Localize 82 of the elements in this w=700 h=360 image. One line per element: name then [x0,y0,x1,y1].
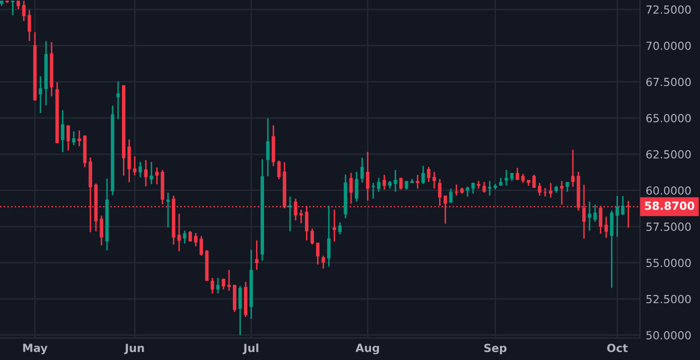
candlestick [288,196,292,232]
x-tick-label: Sep [484,344,506,354]
candlestick [166,192,170,228]
candlestick [78,130,82,147]
candlestick [60,110,64,153]
candlestick [66,124,70,152]
candlestick [366,151,370,202]
candlestick [277,160,281,180]
candlestick [332,209,336,242]
y-tick-label: 65.0000 [646,114,691,122]
candlestick [382,174,386,190]
candlestick [616,195,619,238]
candlestick [128,138,131,183]
candlestick [471,182,475,194]
candlestick [227,269,231,292]
candlestick [200,235,204,256]
y-tick-label: 72.5000 [646,5,691,14]
candlestick [155,166,159,185]
candlestick [116,80,120,120]
candlestick [449,188,453,204]
candlestick [571,149,575,188]
candlestick [138,161,142,178]
candlestick [349,172,353,204]
candlestick [432,171,436,190]
candlestick [588,200,592,232]
candlestick [182,230,186,244]
candlestick [482,181,486,194]
x-tick-label: Jun [124,344,144,354]
candlestick [426,166,430,183]
candlestick [372,182,375,200]
candlestick [310,228,314,246]
x-tick-label: Jul [242,344,258,354]
candlestick [598,205,602,234]
candlestick [394,169,398,192]
candlestick [604,216,608,239]
candlestick [538,182,542,196]
candlestick [322,255,326,270]
candlestick [238,285,242,336]
candlestick [216,277,220,294]
candlestick [621,195,625,216]
y-tick-label: 50.0000 [646,331,691,340]
candlestick [188,230,192,242]
candlestick [299,209,303,224]
candlestick [72,130,76,146]
candlestick [610,210,614,289]
candlestick [516,167,520,181]
candlestick [133,156,136,176]
candlestick [416,174,420,190]
candlestick [421,165,425,185]
candlestick [532,174,536,189]
x-tick-label: Aug [356,344,379,354]
y-tick-label: 57.5000 [646,222,691,231]
candlestick [194,232,198,248]
candlestick [454,184,458,196]
candlestick [338,222,342,236]
candlestick [316,242,320,266]
candlestick [255,240,258,271]
x-tick-label: Oct [607,344,628,352]
candlestick [504,169,508,186]
candlestick [360,157,364,184]
candlestick [593,204,597,222]
candlestick [266,118,270,178]
y-tick-label: 55.0000 [646,258,691,268]
y-tick-label: 52.5000 [646,294,691,304]
y-tick-label: 62.5000 [646,150,691,159]
candlestick [150,161,154,185]
ref-line-label: 58.8700 [645,202,694,210]
candlestick [22,0,26,22]
y-tick-label: 60.0000 [646,186,691,195]
candlestick [327,205,331,268]
candlestick [377,177,381,192]
x-tick-label: May [23,344,48,354]
candlestick [354,171,358,202]
y-tick-label: 70.0000 [646,42,691,50]
candlestick [548,182,552,198]
candlestick [177,213,181,252]
candlestick [11,0,14,16]
candlestick [144,159,148,187]
candlestick [560,180,564,206]
y-tick-label: 67.5000 [646,78,691,86]
candlestick [28,9,32,42]
candlestick [210,277,214,294]
